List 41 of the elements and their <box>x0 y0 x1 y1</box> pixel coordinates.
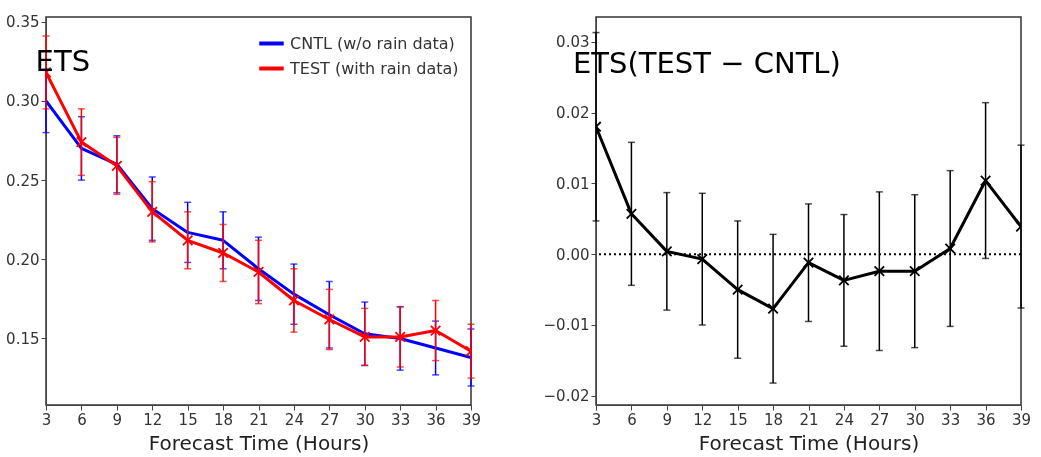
x-tick-label: 9 <box>112 410 123 429</box>
x-tick-label: 3 <box>591 410 602 429</box>
x-tick-label: 24 <box>284 410 304 429</box>
x-tick-label: 18 <box>214 410 234 429</box>
x-tick-label: 33 <box>391 410 411 429</box>
x-axis-title: Forecast Time (Hours) <box>698 430 920 455</box>
x-tick-label: 27 <box>870 410 890 429</box>
x-tick-label: 30 <box>905 410 925 429</box>
x-tick-label: 18 <box>764 410 784 429</box>
y-tick-label: 0.25 <box>6 171 40 190</box>
x-tick-label: 21 <box>249 410 269 429</box>
y-tick-label: 0.02 <box>556 104 590 123</box>
y-tick-label: 0.35 <box>6 13 40 32</box>
x-tick-label: 30 <box>355 410 375 429</box>
y-tick-label: 0.20 <box>6 250 40 269</box>
y-tick-label: 0.30 <box>6 92 40 111</box>
y-tick-label: 0.15 <box>6 329 40 348</box>
x-tick-label: 3 <box>41 410 52 429</box>
x-tick-label: 6 <box>77 410 87 429</box>
y-tick-label: −0.01 <box>543 316 590 335</box>
y-tick-label: 0.03 <box>556 33 590 52</box>
x-tick-label: 21 <box>799 410 819 429</box>
x-tick-label: 27 <box>320 410 340 429</box>
legend-label: CNTL (w/o rain data) <box>290 33 455 53</box>
y-tick-label: 0.00 <box>556 245 590 264</box>
x-tick-label: 39 <box>1011 410 1032 429</box>
y-tick-label: 0.01 <box>556 174 590 193</box>
x-axis-title: Forecast Time (Hours) <box>148 430 370 455</box>
x-tick-label: 15 <box>178 410 198 429</box>
x-tick-label: 6 <box>627 410 637 429</box>
legend-label: TEST (with rain data) <box>289 58 459 78</box>
x-tick-label: 36 <box>976 410 996 429</box>
x-tick-label: 9 <box>662 410 673 429</box>
x-tick-label: 39 <box>461 410 482 429</box>
x-tick-label: 33 <box>941 410 961 429</box>
y-tick-label: −0.02 <box>543 387 590 406</box>
x-tick-label: 36 <box>426 410 446 429</box>
x-tick-label: 12 <box>693 410 713 429</box>
x-tick-label: 15 <box>728 410 748 429</box>
x-tick-label: 12 <box>143 410 163 429</box>
x-tick-label: 24 <box>834 410 854 429</box>
